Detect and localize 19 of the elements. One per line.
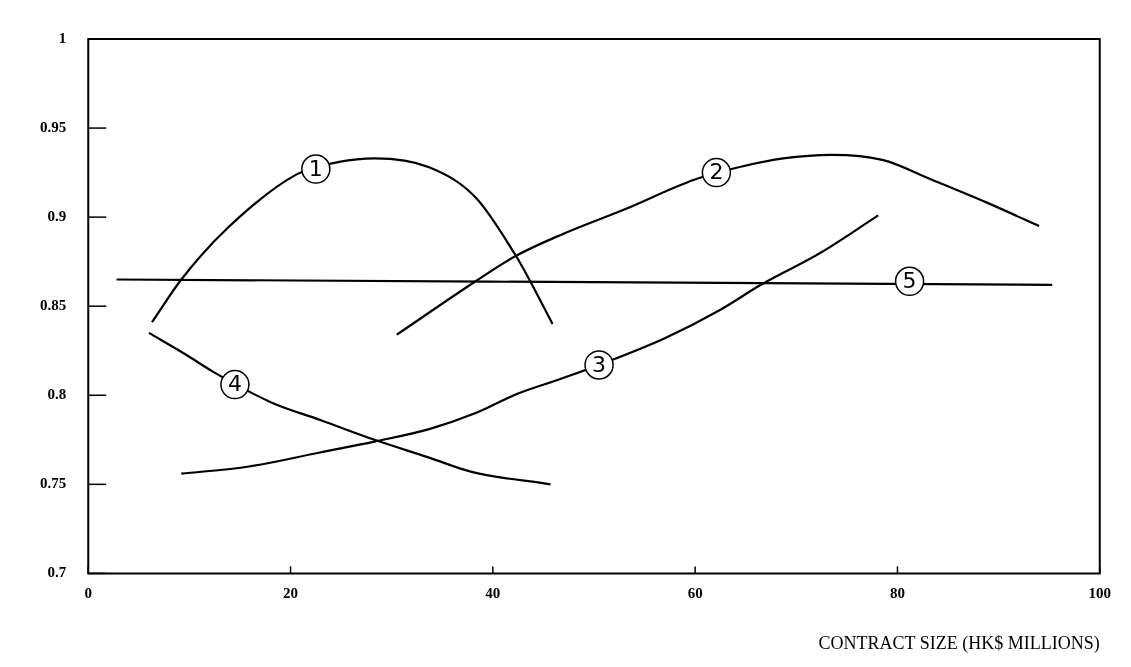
annotation: 2 xyxy=(709,159,724,185)
y-tick-label: 0.8 xyxy=(47,386,67,403)
x-tick-label: 100 xyxy=(1088,585,1111,602)
y-tick-label: 0.9 xyxy=(47,208,67,225)
x-tick-label: 80 xyxy=(889,585,905,602)
x-tick-label: 0 xyxy=(84,585,92,602)
y-tick-label: 0.7 xyxy=(47,564,67,581)
y-tick-label: 0.75 xyxy=(40,475,67,492)
annotation: 1 xyxy=(308,155,323,181)
x-tick-label: 20 xyxy=(283,585,299,602)
x-tick-label: 40 xyxy=(485,585,501,602)
y-tick-label: 0.95 xyxy=(40,118,67,135)
annotation: 4 xyxy=(227,371,242,397)
y-tick-label: 1 xyxy=(58,29,67,46)
x-tick-label: 60 xyxy=(687,585,703,602)
annotation: 5 xyxy=(902,267,917,293)
annotation: 3 xyxy=(592,351,607,377)
x-axis-title: CONTRACT SIZE (HK$ MILLIONS) xyxy=(818,632,1100,654)
y-tick-label: 0.85 xyxy=(40,297,67,314)
